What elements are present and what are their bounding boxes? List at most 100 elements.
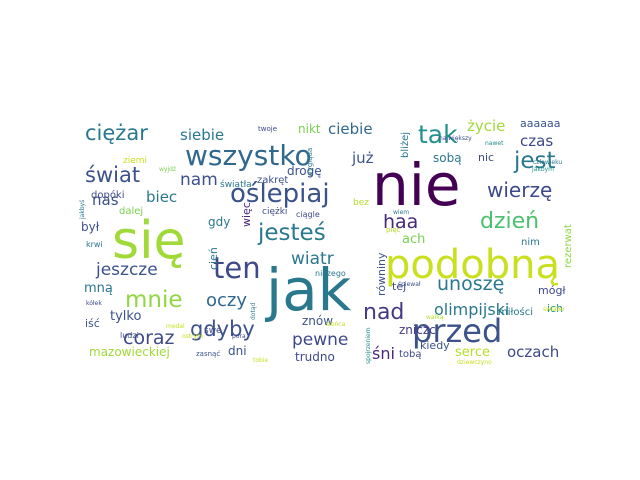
cloud-word: gdyby: [190, 317, 255, 341]
cloud-word: nas: [92, 191, 119, 209]
cloud-word: medal: [166, 323, 185, 330]
cloud-word: jeszcze: [95, 260, 158, 280]
cloud-word: krwi: [86, 240, 103, 249]
cloud-word: coraz: [123, 327, 175, 349]
cloud-word: ciebie: [328, 120, 373, 138]
cloud-word: ciężar: [85, 121, 148, 145]
cloud-word: jakbym: [531, 166, 554, 173]
cloud-word: dalej: [119, 206, 143, 217]
cloud-word: mógł: [538, 284, 566, 297]
cloud-word: dzień: [480, 209, 539, 234]
cloud-word: trudno: [295, 350, 335, 364]
cloud-word: nie: [372, 151, 461, 219]
cloud-word: wiatr: [291, 249, 334, 269]
cloud-word: nim: [521, 237, 540, 248]
cloud-word: rezerwat: [563, 224, 574, 268]
cloud-word: ich: [547, 302, 563, 315]
cloud-word: unoszę: [437, 273, 504, 295]
cloud-word: ostrym: [182, 333, 203, 340]
cloud-word: wygląda: [306, 148, 314, 177]
cloud-word: zniczc: [399, 323, 436, 337]
cloud-word: wiem: [393, 209, 409, 216]
cloud-word: walką: [426, 314, 444, 321]
cloud-word: znów: [302, 314, 333, 328]
cloud-word: ziemi: [123, 156, 147, 166]
cloud-word: pora: [232, 333, 246, 340]
cloud-word: światła: [220, 179, 252, 190]
cloud-word: kółek: [86, 300, 102, 307]
cloud-word: ten: [213, 251, 261, 285]
cloud-word: zasnąć: [196, 350, 220, 358]
cloud-word: nawet: [485, 140, 504, 147]
cloud-word: siebie: [180, 126, 224, 144]
cloud-word: ciągle: [296, 210, 320, 219]
cloud-word: ciężki: [262, 207, 287, 217]
cloud-word: cień: [207, 247, 220, 270]
cloud-word: dziewczyno: [457, 359, 492, 366]
cloud-word: był: [81, 220, 100, 234]
cloud-word: czas: [520, 132, 553, 150]
cloud-word: niczego: [315, 269, 346, 278]
cloud-word: wszystko: [185, 139, 312, 172]
cloud-word: dotąd: [250, 302, 257, 320]
cloud-word: nic: [478, 151, 494, 164]
cloud-word: nad: [363, 300, 404, 325]
cloud-word: aaaaaa: [520, 117, 560, 130]
cloud-word: mnie: [125, 287, 183, 313]
cloud-word: oczy: [206, 290, 247, 311]
cloud-word: świat: [85, 163, 140, 187]
cloud-word: ach: [402, 232, 425, 247]
cloud-word: wyjdź: [159, 166, 176, 173]
cloud-word: podobną: [385, 242, 560, 288]
cloud-word: już: [351, 149, 374, 167]
cloud-word: jest: [513, 148, 556, 174]
cloud-word: jak: [264, 256, 352, 324]
cloud-word: kiedy: [420, 339, 450, 352]
cloud-word: spojrzeniem: [365, 327, 372, 364]
cloud-word: śni: [372, 344, 395, 363]
cloud-word: bez: [353, 198, 369, 208]
cloud-word: więc: [240, 202, 253, 227]
cloud-word: tobie: [253, 357, 268, 364]
cloud-word: jesteś: [257, 220, 326, 246]
cloud-word: sobą: [433, 151, 462, 165]
cloud-word: ludzi: [120, 331, 139, 340]
cloud-word: dni: [228, 344, 247, 358]
cloud-word: bliżej: [400, 132, 411, 158]
cloud-word: serce: [455, 345, 490, 360]
cloud-word: wierzę: [487, 178, 552, 202]
cloud-word: twoje: [258, 125, 277, 133]
cloud-word: drogę: [287, 164, 322, 178]
cloud-word: przed: [412, 312, 502, 350]
cloud-word: dopóki: [91, 189, 125, 201]
cloud-word: iść: [85, 317, 100, 330]
cloud-word: pewne: [292, 330, 348, 350]
cloud-word: słońca: [326, 321, 346, 328]
cloud-word: mną: [84, 281, 113, 296]
cloud-word: świater: [543, 306, 565, 313]
cloud-word: pięć: [386, 226, 401, 234]
cloud-word: olimpijski: [434, 300, 509, 319]
cloud-word: równiny: [375, 252, 388, 296]
cloud-word: biec: [146, 188, 177, 206]
cloud-word: oczach: [507, 343, 559, 361]
cloud-word: swe: [204, 326, 222, 336]
cloud-word: tej: [392, 280, 406, 293]
cloud-word: tobą: [399, 349, 422, 360]
cloud-word: największy: [439, 135, 472, 142]
cloud-word: życie: [467, 117, 505, 135]
cloud-word: zakręt: [257, 175, 288, 186]
cloud-word: miłości: [498, 306, 533, 318]
cloud-word: nam: [180, 170, 218, 190]
cloud-word: człowieku: [533, 159, 562, 166]
cloud-word: mazowieckiej: [89, 345, 170, 359]
cloud-word: tak: [418, 120, 458, 149]
cloud-word: jakbyś: [79, 200, 86, 220]
cloud-word: śpiewał: [398, 281, 421, 288]
cloud-word: tylko: [110, 309, 141, 324]
cloud-word: nikt: [298, 122, 321, 136]
cloud-word: się: [112, 211, 186, 271]
cloud-word: gdy: [208, 215, 230, 229]
cloud-word: haa: [383, 211, 418, 233]
